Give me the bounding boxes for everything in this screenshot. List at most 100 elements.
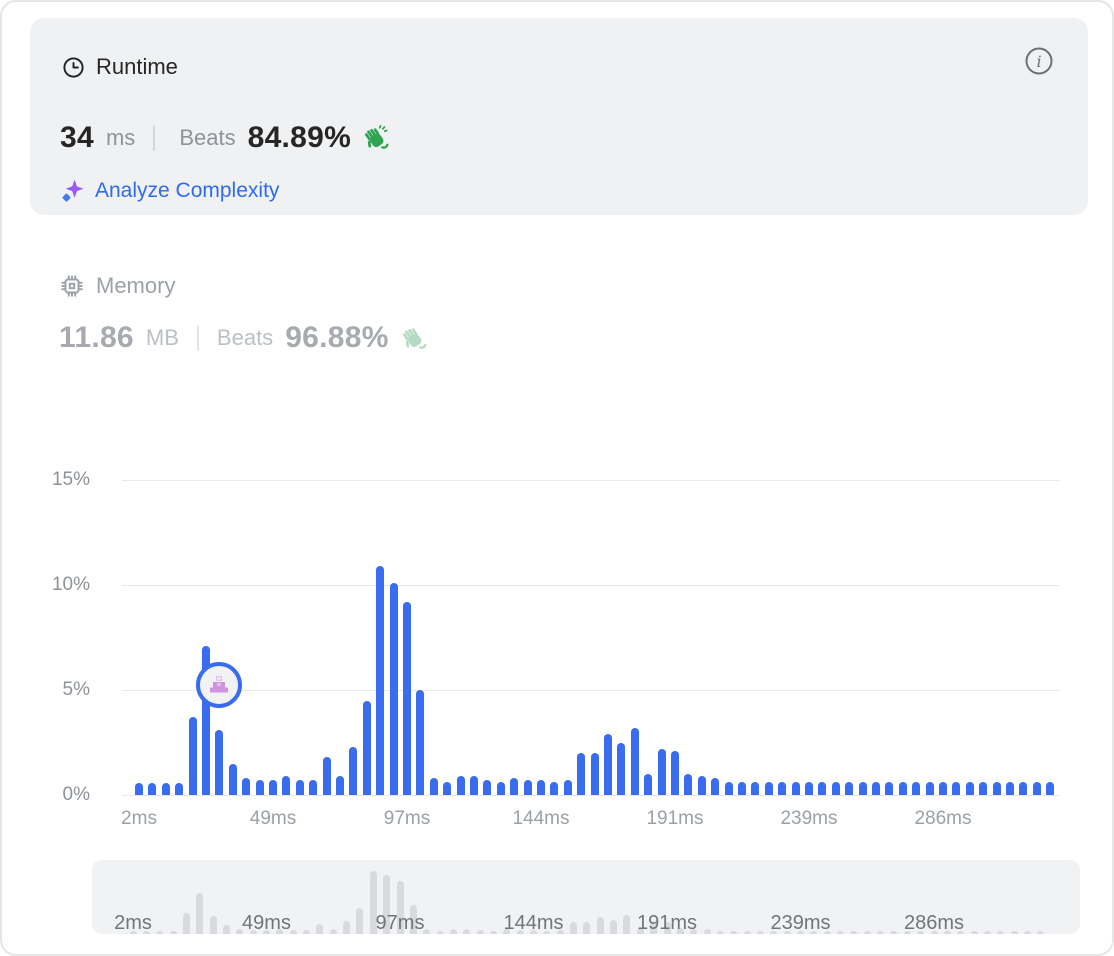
overview-bar: [863, 930, 871, 934]
runtime-bar[interactable]: [362, 700, 371, 795]
runtime-bar[interactable]: [215, 729, 224, 795]
runtime-bar[interactable]: [336, 776, 344, 795]
runtime-bar[interactable]: [831, 782, 840, 795]
overview-bar: [890, 930, 898, 934]
runtime-bar[interactable]: [898, 782, 907, 795]
runtime-bar[interactable]: [255, 780, 264, 795]
runtime-bar[interactable]: [510, 778, 519, 795]
x-axis-label: 239ms: [780, 808, 838, 829]
analyze-complexity-label: Analyze Complexity: [95, 178, 280, 202]
runtime-bar[interactable]: [617, 742, 626, 795]
overview-bar: [636, 928, 644, 934]
chart-overview-brush[interactable]: 2ms 49ms 97ms 144ms 191ms 239ms 286ms: [92, 860, 1080, 934]
runtime-bar[interactable]: [269, 780, 277, 795]
runtime-bar[interactable]: [778, 782, 787, 795]
runtime-bar[interactable]: [148, 783, 157, 795]
overview-bar: [423, 929, 431, 934]
user-submission-marker[interactable]: [196, 661, 243, 708]
runtime-bar[interactable]: [376, 566, 385, 795]
overview-bar: [623, 915, 631, 934]
runtime-bar[interactable]: [590, 753, 599, 795]
runtime-bar[interactable]: [724, 782, 733, 795]
runtime-bar[interactable]: [349, 746, 358, 795]
overview-bar: [356, 907, 364, 934]
runtime-bar[interactable]: [496, 782, 505, 795]
overview-bar: [570, 922, 578, 934]
memory-section[interactable]: Memory 11.86 MB Beats 96.88%: [59, 273, 428, 355]
overview-bar: [756, 930, 764, 934]
runtime-bar[interactable]: [416, 690, 425, 795]
runtime-bar[interactable]: [188, 717, 197, 795]
runtime-bar[interactable]: [470, 776, 478, 795]
runtime-bar[interactable]: [805, 782, 813, 795]
runtime-card[interactable]: Runtime i 34 ms Beats 84.89%: [30, 18, 1088, 215]
runtime-bar[interactable]: [671, 750, 679, 795]
overview-bar: [877, 930, 885, 934]
user-avatar-icon: [210, 675, 229, 693]
x-axis-label: 286ms: [914, 808, 972, 829]
analyze-complexity-button[interactable]: Analyze Complexity: [60, 178, 279, 203]
runtime-bar[interactable]: [858, 782, 867, 795]
runtime-bar[interactable]: [604, 734, 612, 795]
runtime-bar[interactable]: [1032, 782, 1041, 795]
runtime-bar[interactable]: [791, 782, 800, 795]
runtime-bar[interactable]: [443, 782, 452, 795]
runtime-bar[interactable]: [644, 774, 653, 795]
runtime-bar[interactable]: [228, 763, 237, 795]
overview-bar: [650, 921, 658, 934]
overview-bar: [663, 921, 671, 934]
runtime-bar[interactable]: [175, 783, 184, 795]
runtime-bar[interactable]: [282, 776, 291, 795]
runtime-bar[interactable]: [912, 782, 921, 795]
runtime-bar[interactable]: [992, 782, 1001, 795]
runtime-bar[interactable]: [845, 782, 854, 795]
runtime-bar[interactable]: [389, 582, 398, 795]
runtime-unit: ms: [105, 125, 136, 150]
runtime-bar[interactable]: [952, 782, 961, 795]
runtime-bar[interactable]: [523, 780, 532, 795]
runtime-bar[interactable]: [537, 780, 545, 795]
runtime-bar[interactable]: [429, 778, 438, 795]
runtime-bar[interactable]: [135, 783, 143, 795]
runtime-bar[interactable]: [242, 778, 251, 795]
runtime-bar[interactable]: [202, 645, 210, 795]
runtime-bar[interactable]: [711, 778, 720, 795]
runtime-bar[interactable]: [161, 783, 170, 795]
runtime-bar[interactable]: [697, 776, 706, 795]
runtime-bar[interactable]: [738, 782, 746, 795]
runtime-bar[interactable]: [295, 780, 304, 795]
runtime-bar[interactable]: [925, 782, 934, 795]
runtime-bar[interactable]: [630, 727, 639, 795]
runtime-bar[interactable]: [764, 782, 773, 795]
overview-bar: [276, 928, 284, 934]
runtime-bar[interactable]: [322, 757, 331, 795]
runtime-bar[interactable]: [403, 601, 411, 795]
runtime-bar[interactable]: [309, 780, 318, 795]
runtime-stats: 34 ms Beats 84.89%: [60, 121, 390, 155]
runtime-bar[interactable]: [751, 782, 760, 795]
overview-bar: [997, 930, 1005, 934]
runtime-bar[interactable]: [965, 782, 974, 795]
runtime-bar[interactable]: [483, 780, 492, 795]
overview-x-label: 49ms: [242, 912, 291, 934]
runtime-bar[interactable]: [684, 774, 693, 795]
runtime-bar[interactable]: [577, 753, 586, 795]
sparkle-icon: [60, 178, 85, 203]
runtime-bar[interactable]: [456, 776, 465, 795]
clock-icon: [62, 56, 85, 79]
runtime-bar[interactable]: [872, 782, 880, 795]
runtime-bar[interactable]: [1046, 782, 1055, 795]
runtime-bar[interactable]: [550, 782, 559, 795]
runtime-bar[interactable]: [1006, 782, 1014, 795]
runtime-bar[interactable]: [1019, 782, 1028, 795]
runtime-bar[interactable]: [979, 782, 988, 795]
runtime-bar[interactable]: [657, 748, 666, 795]
runtime-bar[interactable]: [939, 782, 947, 795]
overview-bar: [943, 930, 951, 934]
y-axis-label: 15%: [51, 469, 90, 490]
runtime-bar[interactable]: [885, 782, 894, 795]
info-icon[interactable]: i: [1024, 46, 1054, 76]
runtime-bar[interactable]: [563, 780, 572, 795]
runtime-bar[interactable]: [818, 782, 827, 795]
gridline-0%: [122, 795, 1060, 796]
